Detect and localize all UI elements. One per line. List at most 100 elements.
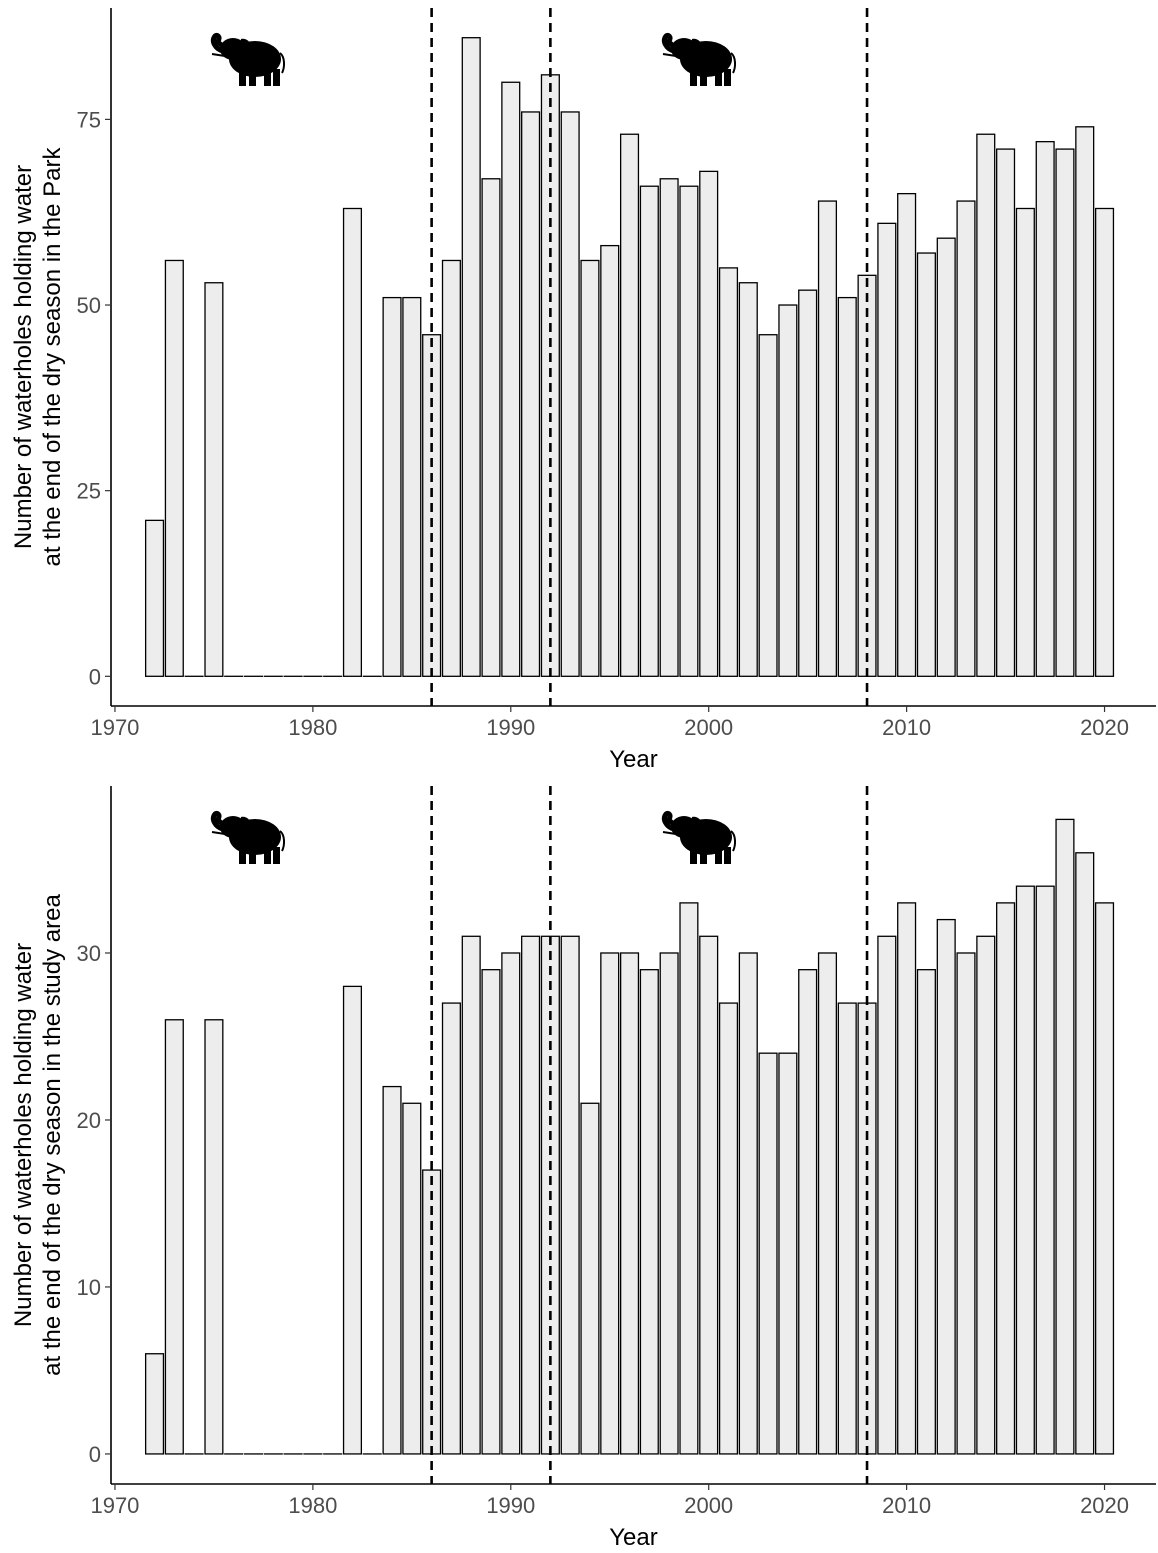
elephant-tusk xyxy=(662,53,677,57)
elephant-ear xyxy=(240,816,252,840)
elephant-icon xyxy=(661,810,737,864)
bar-2018 xyxy=(1055,818,1075,1455)
bar-2009 xyxy=(877,935,897,1455)
bar-1973 xyxy=(164,259,184,677)
y-tick-label: 20 xyxy=(77,1108,101,1133)
x-tick-label: 2000 xyxy=(684,715,733,740)
bar-2006 xyxy=(817,952,838,1455)
elephant-leg xyxy=(700,69,707,86)
bar-1997 xyxy=(639,969,659,1455)
bar-1991 xyxy=(521,111,541,677)
bar-2005 xyxy=(798,289,818,677)
elephant-leg xyxy=(724,69,731,86)
bar-1988 xyxy=(461,37,481,677)
bar-2000 xyxy=(699,170,719,677)
bar-2016 xyxy=(1015,207,1035,677)
y-tick-label: 50 xyxy=(77,293,101,318)
x-tick-label: 2020 xyxy=(1080,715,1129,740)
elephant-trunk xyxy=(210,32,230,54)
bar-1985 xyxy=(402,296,422,677)
y-tick-label: 0 xyxy=(89,1442,101,1467)
bar-2020 xyxy=(1094,902,1115,1455)
elephant-leg xyxy=(690,847,697,864)
bar-2014 xyxy=(976,133,996,677)
x-tick-label: 1980 xyxy=(288,715,337,740)
bar-2000 xyxy=(699,935,719,1455)
bar-2015 xyxy=(996,148,1016,677)
elephant-leg xyxy=(690,69,697,86)
elephant-leg xyxy=(700,847,707,864)
bar-1998 xyxy=(659,178,679,677)
x-tick-label: 2020 xyxy=(1080,1493,1129,1518)
elephant-leg xyxy=(715,69,722,86)
bar-1985 xyxy=(402,1102,422,1455)
bar-1990 xyxy=(501,952,521,1455)
bar-1996 xyxy=(619,952,640,1455)
bar-1993 xyxy=(560,111,580,677)
bar-1984 xyxy=(382,296,402,677)
y-tick-label: 0 xyxy=(89,664,101,689)
y-tick-label: 30 xyxy=(77,941,101,966)
bar-1994 xyxy=(580,259,600,677)
elephant-ear xyxy=(240,38,252,62)
elephant-tusk xyxy=(211,53,226,57)
bar-1995 xyxy=(600,244,620,677)
bars xyxy=(144,37,1115,677)
bar-1999 xyxy=(679,185,699,677)
bar-2018 xyxy=(1055,148,1075,677)
elephant-leg xyxy=(239,847,246,864)
bar-1987 xyxy=(441,259,461,677)
y-axis-title-line: at the end of the dry season in the Park xyxy=(39,147,66,567)
bar-2010 xyxy=(897,192,917,677)
x-tick-label: 2010 xyxy=(882,1493,931,1518)
bar-1975 xyxy=(204,1019,224,1455)
y-tick-label: 10 xyxy=(77,1275,101,1300)
bar-2009 xyxy=(877,222,897,677)
bar-1998 xyxy=(659,952,679,1455)
bar-1991 xyxy=(521,935,541,1455)
bar-2016 xyxy=(1015,885,1035,1455)
elephant-trunk xyxy=(210,810,230,832)
bar-1999 xyxy=(679,902,699,1455)
y-axis-title: Number of waterholes holding water at the… xyxy=(10,147,66,567)
bar-1972 xyxy=(144,519,165,677)
elephant-tail xyxy=(279,830,286,852)
bar-2003 xyxy=(758,1052,778,1455)
bar-1982 xyxy=(342,207,363,677)
y-tick-label: 25 xyxy=(77,479,101,504)
bar-2019 xyxy=(1075,126,1095,677)
y-axis-title: Number of waterholes holding water at the… xyxy=(10,894,66,1376)
y-tick-label: 75 xyxy=(77,107,101,132)
elephant-leg xyxy=(264,847,271,864)
bar-2001 xyxy=(718,267,739,677)
y-axis-title-line: at the end of the dry season in the stud… xyxy=(39,894,66,1376)
bar-2014 xyxy=(976,935,996,1455)
elephant-icon xyxy=(210,32,286,86)
bar-1988 xyxy=(461,935,481,1455)
elephant-ear xyxy=(691,816,703,840)
bar-1997 xyxy=(639,185,659,677)
bar-2011 xyxy=(916,969,936,1455)
bar-2004 xyxy=(778,304,798,677)
chart-bottom-study-area: 0 10 20 30 1970 1980 1990 2000 2010 2020 Year Numbe… xyxy=(10,786,1156,1551)
elephant-tail xyxy=(279,52,286,74)
bar-2004 xyxy=(778,1052,798,1455)
elephant-leg xyxy=(273,847,280,864)
elephant-icon xyxy=(210,810,286,864)
bar-1994 xyxy=(580,1102,600,1455)
x-tick-label: 1990 xyxy=(486,715,535,740)
x-tick-label: 2000 xyxy=(684,1493,733,1518)
bar-1975 xyxy=(204,282,224,677)
bar-2015 xyxy=(996,902,1016,1455)
elephant-ear xyxy=(691,38,703,62)
bar-1996 xyxy=(619,133,640,677)
elephant-tusk xyxy=(662,831,677,835)
bar-1995 xyxy=(600,952,620,1455)
bar-1972 xyxy=(144,1353,165,1455)
bars xyxy=(144,818,1115,1455)
x-tick-label: 1980 xyxy=(288,1493,337,1518)
y-axis-title-line: Number of waterholes holding water xyxy=(10,943,37,1327)
bar-2002 xyxy=(738,282,758,677)
bar-2007 xyxy=(837,296,857,677)
